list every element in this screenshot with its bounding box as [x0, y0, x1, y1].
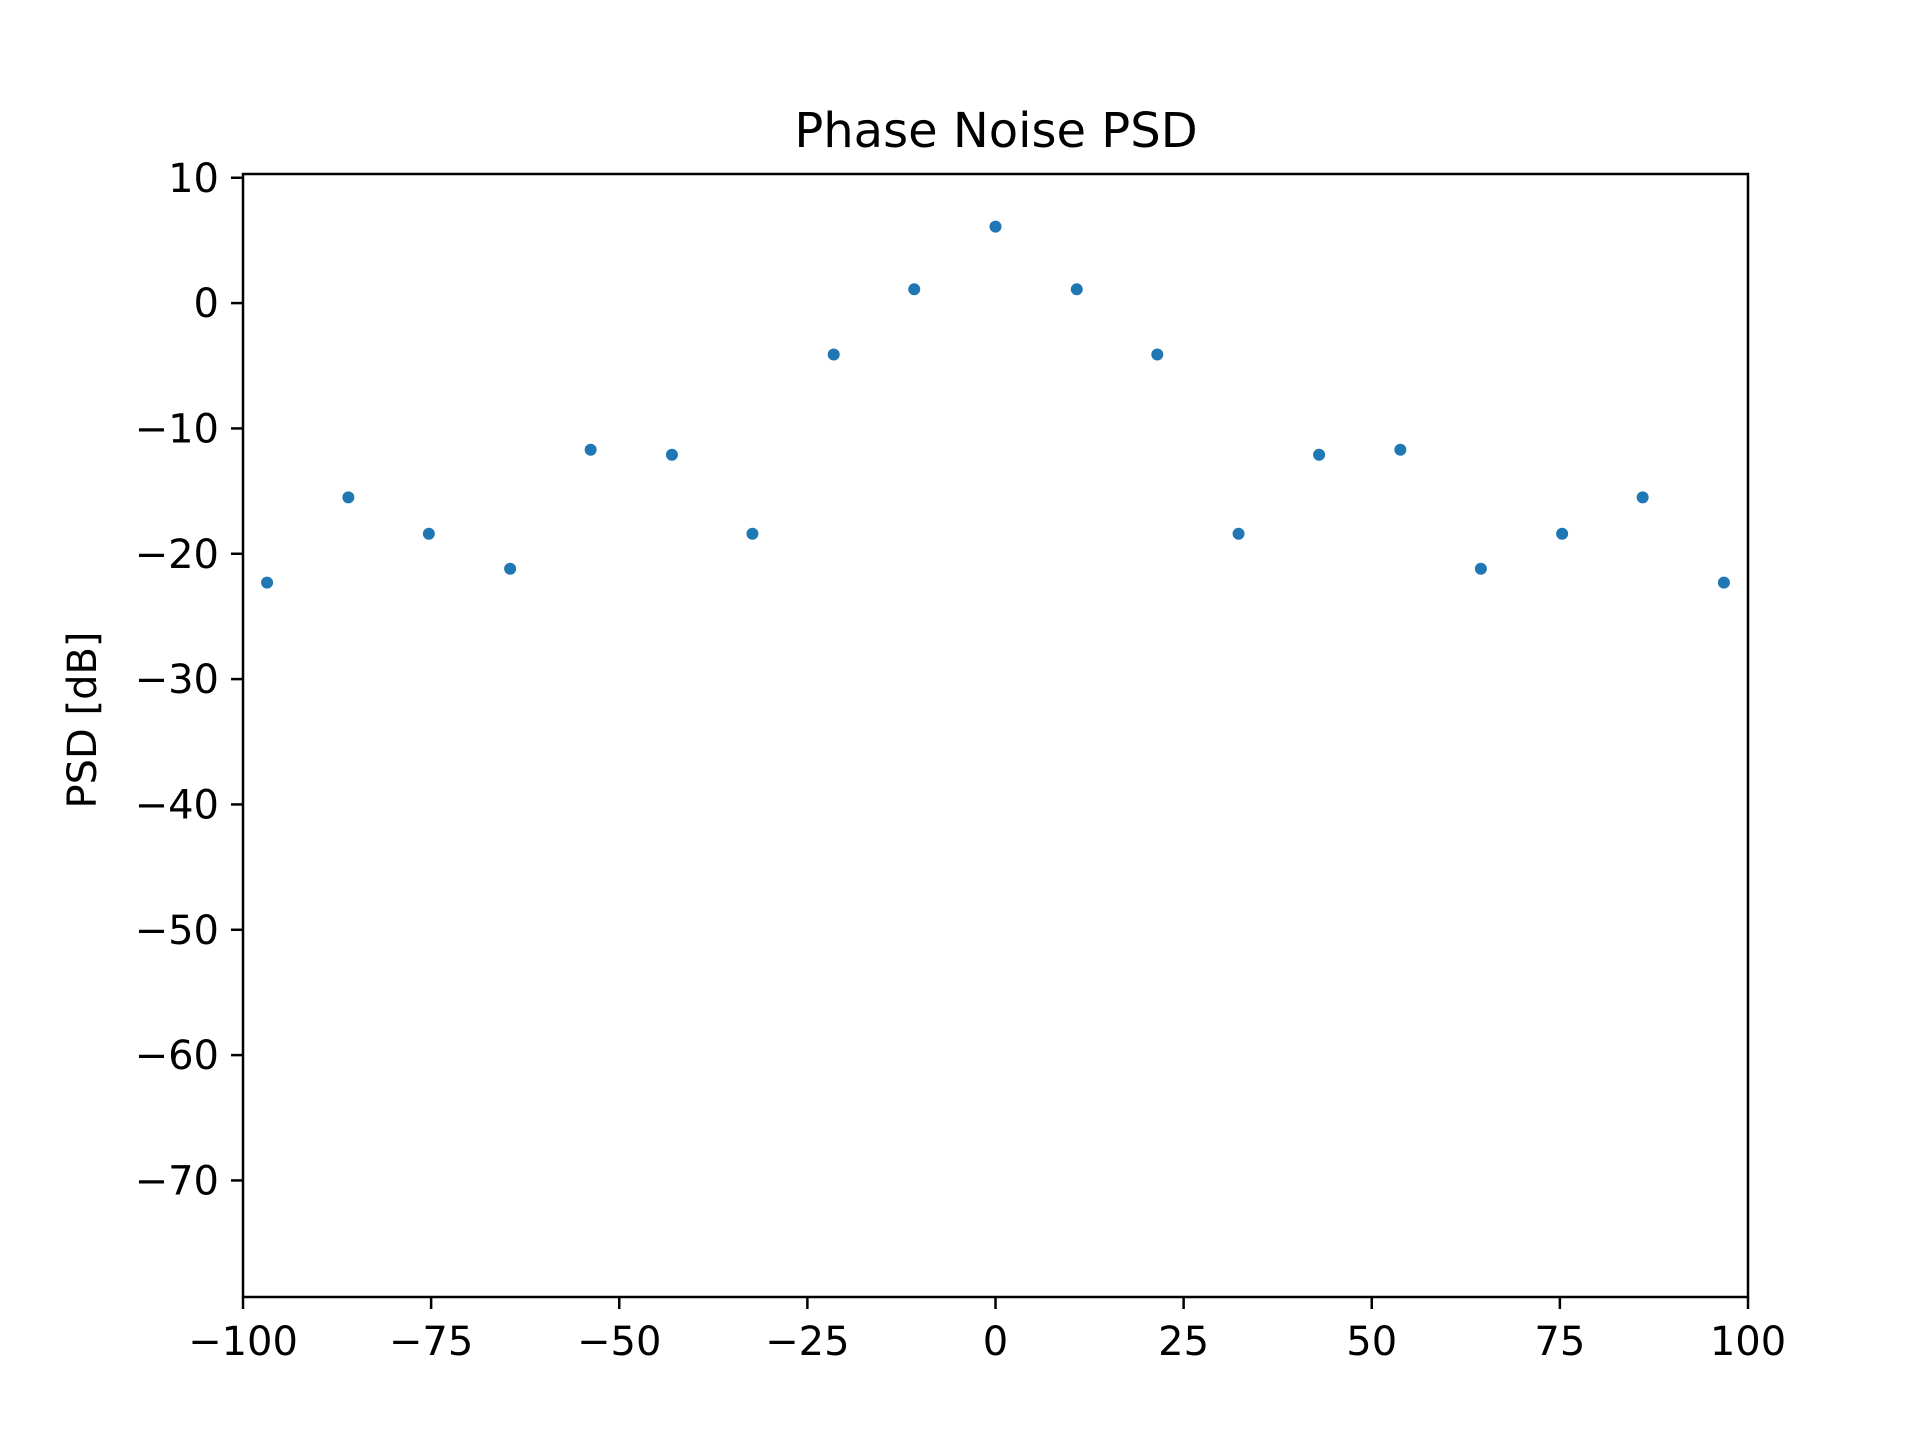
data-point [504, 562, 517, 575]
chart-title: Phase Noise PSD [794, 103, 1197, 159]
y-axis: 10 0 −10 −20 −30 −40 −50 −60 −70 [135, 156, 243, 1204]
data-point [1313, 448, 1326, 461]
data-point [908, 283, 921, 296]
x-tick-label: −75 [389, 1319, 473, 1365]
y-tick-label: −50 [135, 908, 219, 954]
y-tick-label: −70 [135, 1158, 219, 1204]
data-point [1151, 348, 1164, 361]
x-axis: −100 −75 −50 −25 0 25 50 75 100 [188, 1297, 1786, 1365]
data-point [1717, 576, 1730, 589]
data-point [1070, 283, 1083, 296]
data-point [1636, 491, 1649, 504]
y-axis-title: PSD [dB] [60, 631, 106, 808]
x-tick-label: −25 [765, 1319, 849, 1365]
data-point [1394, 443, 1407, 456]
y-tick-label: −20 [135, 532, 219, 578]
x-tick-label: −50 [577, 1319, 661, 1365]
x-tick-label: 75 [1534, 1319, 1585, 1365]
plot-frame [241, 172, 1750, 1299]
data-point [422, 527, 435, 540]
x-tick-label: 100 [1710, 1319, 1786, 1365]
data-point [584, 443, 597, 456]
data-point [746, 527, 759, 540]
data-point [261, 576, 274, 589]
data-point [1474, 562, 1487, 575]
y-tick-label: −30 [135, 657, 219, 703]
data-point [1232, 527, 1245, 540]
x-tick-label: 50 [1346, 1319, 1397, 1365]
y-tick-label: −60 [135, 1033, 219, 1079]
y-tick-label: −40 [135, 782, 219, 828]
data-point [1556, 527, 1569, 540]
x-tick-label: −100 [188, 1319, 298, 1365]
x-tick-label: 0 [983, 1319, 1008, 1365]
data-point [342, 491, 355, 504]
y-tick-label: −10 [135, 406, 219, 452]
y-tick-label: 0 [194, 281, 219, 327]
data-points [261, 220, 1730, 589]
data-point [665, 448, 678, 461]
x-tick-label: 25 [1158, 1319, 1209, 1365]
y-tick-label: 10 [168, 156, 219, 202]
data-point [989, 220, 1002, 233]
data-point [827, 348, 840, 361]
